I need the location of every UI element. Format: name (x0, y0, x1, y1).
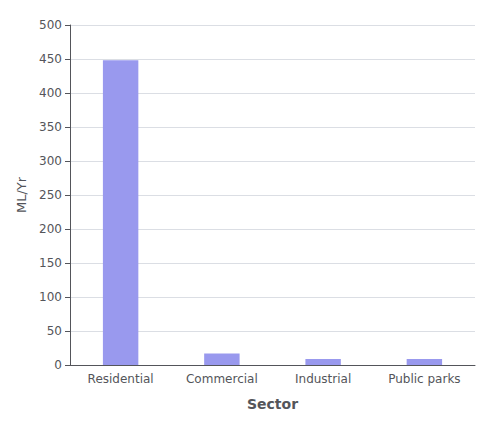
svg-text:400: 400 (39, 86, 62, 100)
svg-text:0: 0 (54, 358, 62, 372)
svg-text:300: 300 (39, 154, 62, 168)
svg-text:200: 200 (39, 222, 62, 236)
svg-text:100: 100 (39, 290, 62, 304)
svg-text:250: 250 (39, 188, 62, 202)
svg-text:450: 450 (39, 52, 62, 66)
svg-text:Residential: Residential (88, 372, 154, 386)
svg-text:350: 350 (39, 120, 62, 134)
svg-text:Public parks: Public parks (388, 372, 460, 386)
svg-text:Sector: Sector (247, 396, 298, 412)
svg-text:Industrial: Industrial (295, 372, 351, 386)
svg-text:Commercial: Commercial (186, 372, 258, 386)
svg-text:500: 500 (39, 18, 62, 32)
svg-text:ML/Yr: ML/Yr (14, 176, 29, 213)
svg-text:150: 150 (39, 256, 62, 270)
svg-text:50: 50 (47, 324, 62, 338)
